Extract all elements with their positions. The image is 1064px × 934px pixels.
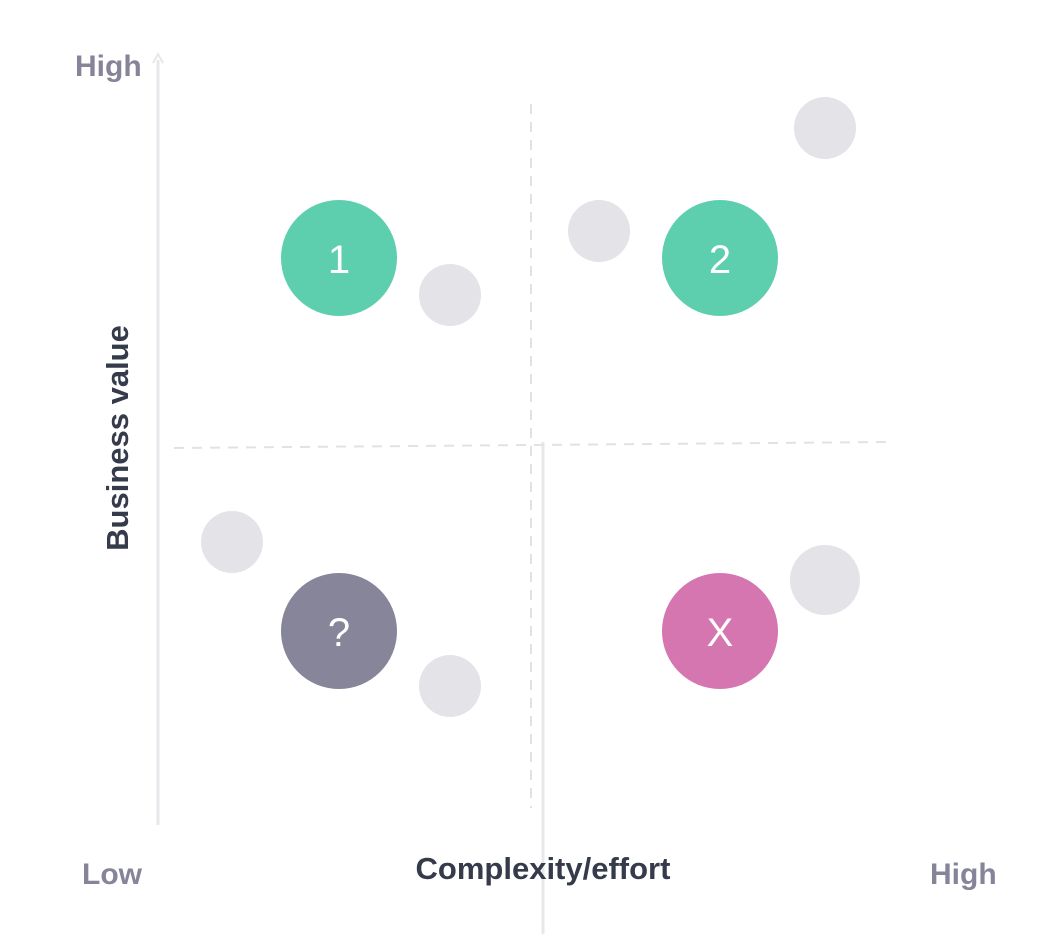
placeholder-dot (794, 97, 856, 159)
x-axis-low-label: Low (82, 858, 143, 891)
quadrant-question-circle (281, 573, 397, 689)
quadrant-2-bubble: 2 (662, 200, 778, 316)
y-axis-arrow-icon (152, 51, 164, 64)
horizontal-divider (173, 441, 891, 449)
placeholder-dot (568, 200, 630, 262)
quadrant-question-label: ? (328, 611, 350, 655)
placeholder-dot (419, 655, 481, 717)
placeholder-dot (201, 511, 263, 573)
x-axis-title: Complexity/effort (416, 851, 671, 886)
quadrant-x-circle (662, 573, 778, 689)
y-axis-title: Business value (100, 325, 135, 551)
quadrant-1-circle (281, 200, 397, 316)
quadrant-2-circle (662, 200, 778, 316)
quadrant-question-bubble: ? (281, 573, 397, 689)
placeholder-dot (790, 545, 860, 615)
quadrant-2-label: 2 (709, 238, 731, 282)
quadrant-1-bubble: 1 (281, 200, 397, 316)
y-axis-high-label: High (75, 50, 142, 83)
quadrant-x-bubble: X (662, 573, 778, 689)
x-axis-high-label: High (930, 858, 997, 891)
placeholder-dot (419, 264, 481, 326)
placeholder-dots (201, 97, 860, 717)
quadrant-1-label: 1 (328, 238, 350, 282)
quadrant-x-label: X (707, 611, 734, 655)
